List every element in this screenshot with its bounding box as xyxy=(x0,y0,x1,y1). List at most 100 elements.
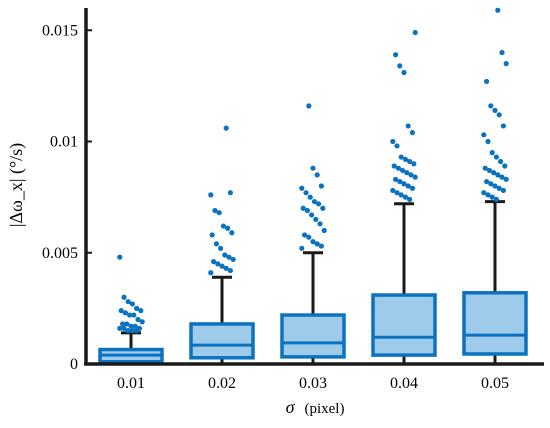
outlier-point xyxy=(317,221,323,227)
outlier-point xyxy=(223,265,229,271)
outlier-point xyxy=(227,190,233,196)
outlier-point xyxy=(405,183,411,189)
outlier-point xyxy=(125,299,131,305)
outlier-point xyxy=(303,190,309,196)
outlier-point xyxy=(402,156,408,162)
outlier-point xyxy=(121,325,127,331)
y-tick-label: 0 xyxy=(70,356,78,373)
outlier-point xyxy=(500,187,506,194)
outlier-point xyxy=(485,192,491,198)
outlier-point xyxy=(500,123,506,129)
outlier-point xyxy=(402,194,408,200)
outlier-point xyxy=(491,170,497,176)
outlier-point xyxy=(492,107,498,113)
outlier-point xyxy=(404,170,410,176)
outlier-point xyxy=(484,78,490,85)
outlier-point xyxy=(488,103,494,109)
y-tick-label: 0.015 xyxy=(42,22,78,39)
y-tick-label: 0.005 xyxy=(42,245,78,262)
outlier-point xyxy=(313,216,319,222)
outlier-point xyxy=(495,172,501,178)
outlier-point xyxy=(493,196,499,202)
outlier-point xyxy=(498,158,504,165)
outlier-point xyxy=(299,245,305,251)
outlier-point xyxy=(496,185,502,191)
tick-labels: 0 0.005 0.01 0.015 0.01 0.02 0.03 0.04 0.05 xyxy=(42,22,509,392)
outlier-point xyxy=(117,325,123,331)
outlier-point xyxy=(397,63,403,69)
outlier-point xyxy=(395,165,401,171)
outlier-point xyxy=(489,194,495,200)
outlier-point xyxy=(208,270,214,276)
outlier-point xyxy=(412,174,418,180)
x-tick-label: 0.04 xyxy=(390,375,418,392)
outlier-point xyxy=(302,232,308,238)
box-group xyxy=(371,29,437,364)
outlier-point xyxy=(117,254,123,260)
outlier-point xyxy=(496,112,502,118)
x-tick-label: 0.01 xyxy=(117,375,145,392)
x-tick-label: 0.02 xyxy=(208,375,236,392)
box-group xyxy=(189,125,255,364)
outlier-point xyxy=(493,154,499,160)
box-iqr xyxy=(189,322,255,360)
outlier-point xyxy=(390,187,396,194)
outlier-point xyxy=(307,194,313,200)
outlier-point xyxy=(405,123,411,129)
outlier-point xyxy=(132,323,138,329)
outlier-point xyxy=(409,130,415,136)
outlier-point xyxy=(401,181,407,187)
outlier-point xyxy=(124,321,130,327)
outlier-point xyxy=(128,323,134,329)
outlier-point xyxy=(218,245,224,251)
outlier-point xyxy=(310,165,316,171)
outlier-point xyxy=(409,185,415,191)
x-axis-label: σ (pixel) xyxy=(286,397,345,417)
outlier-point xyxy=(394,143,400,149)
box-group xyxy=(462,7,528,364)
outlier-point xyxy=(138,308,144,314)
outlier-point xyxy=(121,294,127,300)
outlier-point xyxy=(222,252,228,258)
outlier-point xyxy=(230,256,236,263)
outlier-point xyxy=(400,167,406,174)
outlier-point xyxy=(397,178,403,185)
outlier-point xyxy=(316,201,322,207)
outlier-point xyxy=(304,207,310,214)
outlier-point xyxy=(391,163,397,169)
outlier-point xyxy=(393,176,399,182)
outlier-point xyxy=(125,328,131,334)
outlier-point xyxy=(139,319,145,325)
outlier-point xyxy=(129,301,135,307)
outlier-point xyxy=(481,132,487,138)
outlier-point xyxy=(220,223,226,229)
outlier-point xyxy=(129,328,135,334)
outlier-point xyxy=(306,103,312,109)
outlier-point xyxy=(398,192,404,198)
outlier-point xyxy=(314,241,320,247)
outlier-point xyxy=(134,305,140,311)
outlier-point xyxy=(394,190,400,196)
outlier-point xyxy=(489,150,495,156)
outlier-point xyxy=(120,321,126,327)
outlier-point xyxy=(393,52,399,58)
outlier-point xyxy=(492,183,498,189)
x-tick-label: 0.05 xyxy=(481,375,509,392)
outlier-point xyxy=(213,241,219,247)
outlier-point xyxy=(412,29,418,36)
outlier-point xyxy=(131,312,137,318)
box-group xyxy=(280,103,346,364)
outlier-point xyxy=(407,158,413,165)
outlier-point xyxy=(408,172,414,178)
outlier-point xyxy=(127,312,133,318)
outlier-point xyxy=(135,316,141,323)
outlier-point xyxy=(212,207,218,214)
outlier-point xyxy=(310,239,316,245)
outlier-point xyxy=(499,174,505,180)
outlier-point xyxy=(320,205,326,211)
chart-marks xyxy=(98,7,528,364)
outlier-point xyxy=(311,198,317,205)
outlier-point xyxy=(321,227,327,234)
